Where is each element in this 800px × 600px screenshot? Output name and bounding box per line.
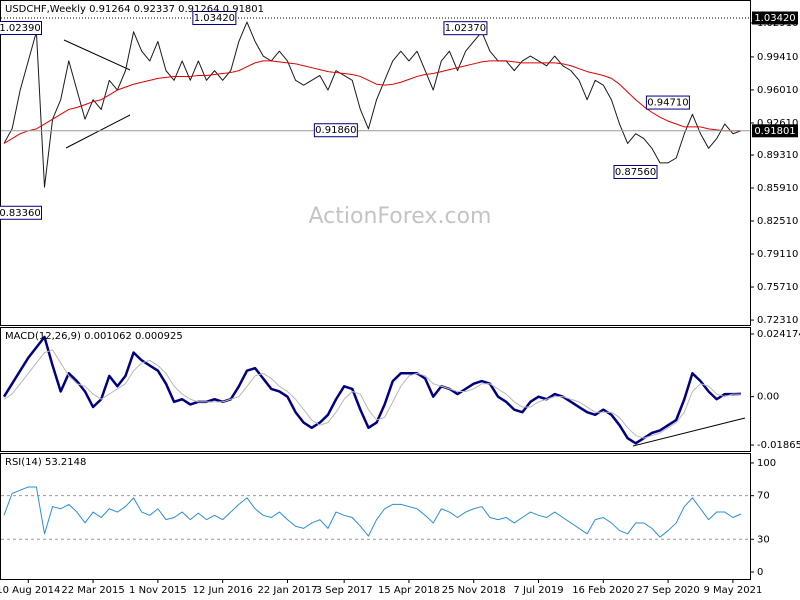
x-tick-label: 25 Nov 2018 [442,585,506,596]
annotation-label: 0.87560 [615,167,656,178]
panel-title: MACD(12,26,9) 0.001062 0.000925 [5,331,183,342]
y-tick-label: 30 [757,534,770,545]
annotation-box [645,95,690,110]
signal-line [3,349,742,439]
x-tick-label: 10 Aug 2014 [0,585,60,596]
price-label: 1.03420 [754,13,795,24]
y-tick-label: 0.75710 [757,282,798,293]
annotation-box [443,21,488,36]
y-tick-label: -0.018653 [757,440,800,451]
y-tick-label: 0.00 [757,392,779,403]
annotation-box [192,10,237,25]
watermark: ActionForex.com [309,204,492,229]
x-tick-label: 22 Mar 2015 [61,585,124,596]
price-label: 0.91801 [754,126,795,137]
annotation-label: 1.02370 [445,23,486,34]
x-tick-label: 9 May 2021 [703,585,762,596]
price-panel [0,0,751,326]
y-tick-label: 0.79110 [757,249,798,260]
x-tick-label: 12 Jun 2016 [193,585,253,596]
x-tick-label: 7 Jul 2019 [513,585,563,596]
x-tick-label: 1 Nov 2015 [129,585,187,596]
x-tick-label: 22 Jan 2017 [257,585,317,596]
rsi-panel [0,453,751,580]
macd-panel [0,327,751,452]
annotation-box [313,123,358,138]
y-tick-label: 0.85910 [757,183,798,194]
x-tick-label: 3 Sep 2017 [316,585,373,596]
annotation-box [613,164,658,179]
x-tick-label: 27 Sep 2020 [636,585,699,596]
panel-title: USDCHF,Weekly 0.91264 0.92337 0.91264 0.… [5,4,264,15]
y-tick-label: 0.024174 [757,329,800,340]
y-tick-label: 0.99410 [757,52,798,63]
moving-average [3,60,741,144]
y-tick-label: 0.72310 [757,315,798,326]
x-tick-label: 16 Feb 2020 [572,585,634,596]
y-tick-label: 100 [757,458,776,469]
y-tick-label: 0.96010 [757,85,798,96]
price-label-box [752,11,798,25]
annotation-label: 0.94710 [647,98,688,109]
y-tick-label: 0 [757,567,763,578]
annotation-label: 0.83360 [0,208,41,219]
triangle-pattern [63,39,131,149]
macd-line [2,335,742,445]
panel-title: RSI(14) 53.2148 [5,457,86,468]
price-line [3,21,742,188]
annotation-box [0,205,42,220]
price-label-box [752,124,798,138]
annotation-label: 1.02390 [0,23,41,34]
y-tick-label: 0.82510 [757,216,798,227]
y-tick-label: 0.92610 [757,118,798,129]
macd-trendline [632,417,746,447]
annotation-label: 0.91860 [315,125,356,136]
annotation-label: 1.03420 [194,13,235,24]
annotation-box [0,20,42,35]
x-tick-label: 15 Apr 2018 [378,585,440,596]
y-tick-label: 70 [757,491,770,502]
y-tick-label: 0.89310 [757,150,798,161]
rsi-line [3,486,742,538]
